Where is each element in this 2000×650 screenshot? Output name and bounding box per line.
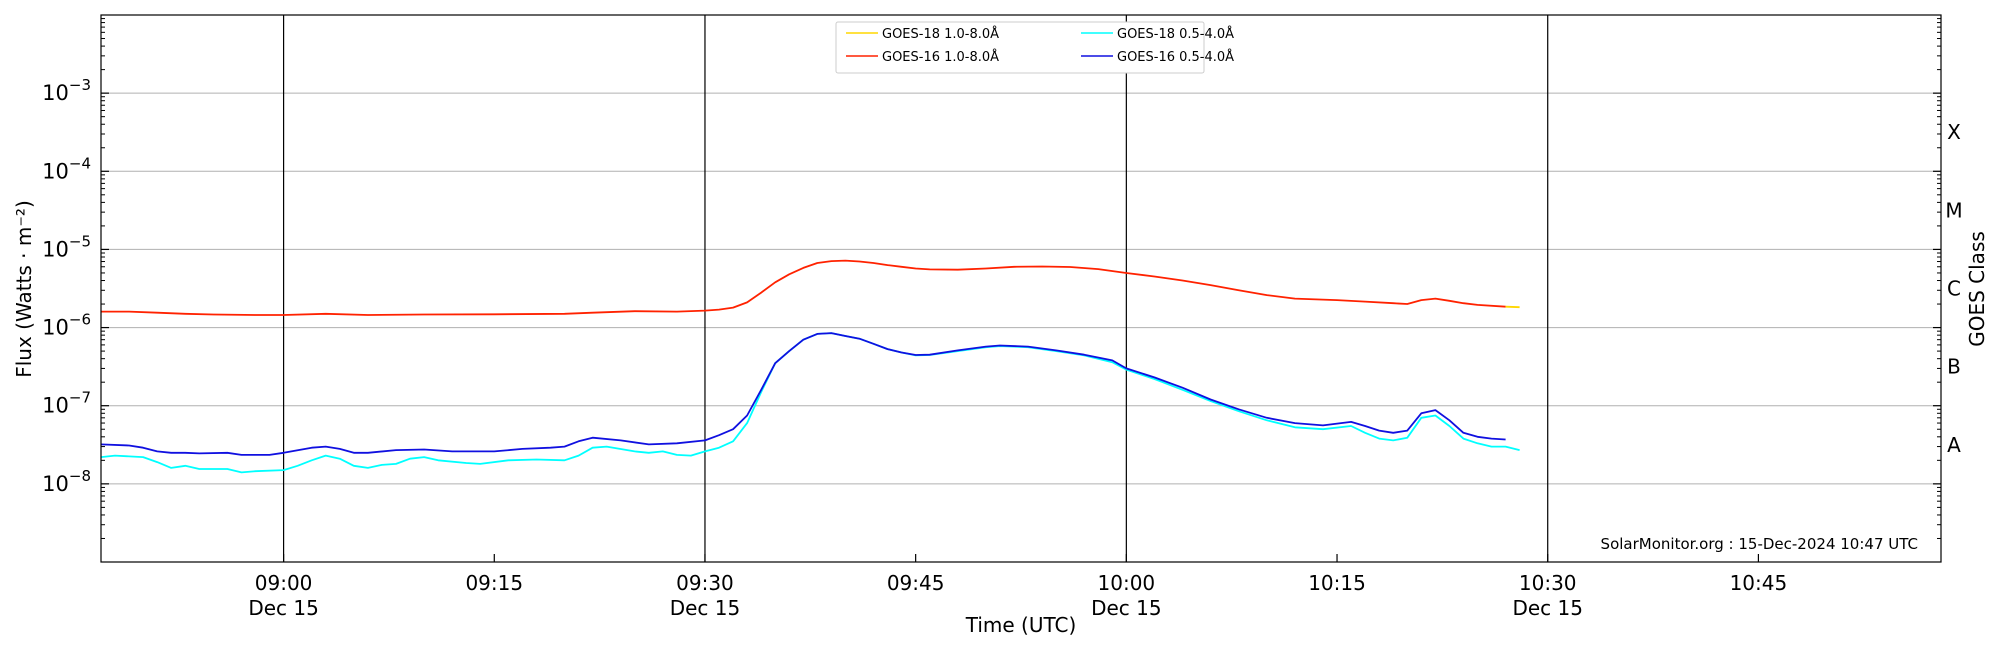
legend-label: GOES-16 1.0-8.0Å [882,49,999,65]
y-tick-label: 10−5 [42,232,91,261]
x-tick-date-label: Dec 15 [1512,596,1583,620]
x-tick-label: 09:30 [676,571,734,595]
goes-class-label: M [1945,198,1962,222]
legend-label: GOES-16 0.5-4.0Å [1117,49,1234,65]
y-tick-label: 10−3 [42,76,91,105]
x-tick-label: 10:00 [1098,571,1156,595]
x-tick-date-label: Dec 15 [1091,596,1162,620]
x-tick-label: 10:45 [1730,571,1788,595]
y-tick-label: 10−8 [42,467,91,496]
y-tick-label: 10−6 [42,311,91,340]
series-line-0 [1505,305,1520,309]
series-line-2 [101,332,1520,474]
x-tick-label: 09:15 [465,571,523,595]
x-tick-label: 09:00 [255,571,313,595]
grid-lines [101,92,1941,485]
x-tick-label: 09:45 [887,571,945,595]
goes-class-label: A [1947,433,1961,457]
legend-label: GOES-18 0.5-4.0Å [1117,26,1234,42]
series-lines [101,259,1520,474]
goes-class-label: X [1947,120,1961,144]
goes-class-label: C [1947,277,1961,301]
y-tick-label: 10−7 [42,389,91,418]
legend: GOES-18 1.0-8.0Å GOES-16 1.0-8.0Å GOES-18 … [835,21,1234,74]
x-tick-date-label: Dec 15 [248,596,319,620]
legend-label: GOES-18 1.0-8.0Å [882,26,999,42]
goes-class-label: B [1947,355,1961,379]
series-line-3 [101,332,1506,456]
goes-class-labels: A B C M X [1945,120,1962,457]
x-tick-date-label: Dec 15 [670,596,741,620]
legend-box [835,21,1205,74]
y-axis-ticks: 10−8 10−7 10−6 10−5 10−4 10−3 [42,18,1941,539]
plot-frame [100,14,1942,563]
x-axis-label: Time (UTC) [965,613,1077,637]
series-line-1 [101,259,1506,316]
timestamp-annotation: SolarMonitor.org : 15-Dec-2024 10:47 UTC [1601,535,1918,553]
x-tick-label: 10:30 [1519,571,1577,595]
y-axis-label: Flux (Watts · m⁻²) [12,200,36,378]
x-tick-label: 10:15 [1308,571,1366,595]
y-tick-label: 10−4 [42,154,91,183]
right-axis-label: GOES Class [1965,231,1989,347]
day-boundary-lines [282,15,1549,562]
